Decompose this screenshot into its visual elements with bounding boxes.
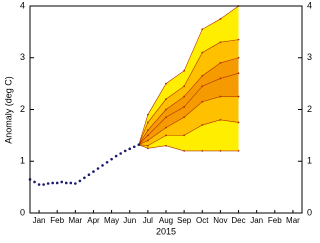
y2-tick-label: 1 — [307, 156, 312, 166]
x-tick-label: Feb — [268, 216, 282, 225]
observed-point — [132, 145, 136, 149]
observed-point — [42, 183, 45, 186]
x-tick-label: Aug — [159, 216, 173, 225]
x-tick-label: Jan — [33, 216, 46, 225]
observed-point — [83, 176, 86, 180]
observed-point — [101, 164, 104, 167]
y-axis-label: Anomaly (deg C) — [3, 76, 13, 144]
x-tick-label: Mar — [68, 216, 82, 225]
forecast-point — [183, 134, 186, 137]
observed-point — [128, 147, 132, 151]
forecast-point — [201, 51, 204, 54]
observed-point — [78, 179, 82, 183]
x-axis-label: 2015 — [156, 226, 176, 236]
forecast-point — [183, 150, 186, 152]
x-tick-label: Mar — [286, 216, 300, 225]
forecast-point — [146, 129, 149, 132]
forecast-point — [201, 28, 204, 31]
forecast-point — [237, 56, 240, 59]
forecast-band — [138, 96, 239, 146]
forecast-point — [165, 116, 167, 119]
forecast-point — [165, 108, 167, 111]
x-tick-label: Nov — [213, 216, 227, 225]
x-tick-label: Feb — [50, 216, 64, 225]
x-tick-label: Jul — [143, 216, 153, 225]
observed-point — [64, 181, 68, 185]
y2-tick-label: 0 — [307, 207, 312, 217]
forecast-point — [146, 121, 149, 124]
forecast-point — [146, 113, 149, 116]
observed-point — [119, 152, 122, 155]
forecast-point — [165, 126, 167, 129]
observed-point — [137, 143, 141, 146]
forecast-point — [219, 95, 222, 98]
forecast-point — [219, 150, 222, 152]
forecast-point — [237, 38, 240, 41]
observed-point — [92, 170, 95, 173]
forecast-point — [165, 82, 167, 85]
forecast-band — [138, 6, 239, 145]
x-tick-label: Oct — [196, 216, 209, 225]
y-tick-label: 4 — [20, 0, 25, 10]
observed-point — [69, 181, 73, 185]
observed-point — [33, 180, 36, 184]
observed-point — [87, 173, 91, 177]
forecast-point — [183, 106, 186, 108]
observed-point — [60, 180, 64, 184]
forecast-point — [237, 95, 240, 98]
forecast-point — [183, 116, 186, 119]
forecast-point — [219, 18, 222, 20]
observed-point — [123, 149, 127, 153]
forecast-point — [146, 139, 149, 142]
forecast-point — [237, 150, 240, 152]
y2-tick-label: 3 — [307, 52, 312, 62]
observed-point — [51, 181, 54, 185]
x-tick-label: Dec — [231, 216, 245, 225]
x-tick-label: Sep — [177, 216, 192, 225]
chart: Anomaly (deg C) 2015 0 0 1 1 2 2 3 3 4 4 Jan Feb Mar… — [3, 0, 312, 236]
observed-point — [110, 157, 113, 161]
forecast-point — [183, 69, 186, 72]
forecast-point — [183, 85, 186, 88]
y-tick-label: 3 — [20, 52, 25, 62]
x-tick-label: Apr — [87, 216, 100, 225]
forecast-band — [138, 73, 239, 145]
y-tick-label: 1 — [20, 156, 25, 166]
forecast-point — [201, 85, 204, 88]
forecast-band — [138, 119, 239, 151]
forecast-point — [201, 124, 204, 126]
forecast-point — [201, 74, 204, 77]
forecast-point — [219, 118, 222, 121]
observed-point — [96, 167, 100, 170]
forecast-point — [219, 77, 222, 80]
forecast-point — [201, 150, 204, 152]
y2-tick-label: 2 — [307, 104, 312, 114]
forecast-point — [146, 134, 149, 137]
forecast-point — [219, 62, 222, 64]
y-tick-label: 2 — [20, 104, 25, 114]
forecast-point — [219, 41, 222, 44]
x-tick-label: Jan — [250, 216, 263, 225]
forecast-point — [237, 121, 240, 124]
forecast-point — [183, 95, 186, 98]
observed-point — [105, 160, 109, 164]
y2-tick-label: 4 — [307, 0, 312, 10]
forecast-band — [138, 57, 239, 145]
observed-point — [55, 181, 59, 185]
forecast-band — [138, 39, 239, 145]
y-tick-label: 0 — [20, 207, 25, 217]
x-tick-label: May — [104, 216, 119, 225]
forecast-point — [146, 147, 149, 150]
observed-point — [46, 182, 50, 185]
observed-point — [74, 182, 77, 185]
forecast-point — [165, 98, 167, 101]
forecast-point — [165, 144, 167, 147]
forecast-point — [201, 100, 204, 103]
observed-point — [114, 154, 118, 158]
forecast-point — [165, 134, 167, 137]
x-tick-label: Jun — [123, 216, 136, 225]
forecast-point — [146, 144, 149, 147]
forecast-point — [237, 72, 240, 75]
observed-point — [37, 183, 41, 186]
